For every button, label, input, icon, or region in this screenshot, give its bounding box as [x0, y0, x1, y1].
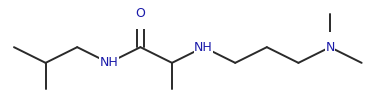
Text: N: N [325, 41, 335, 54]
FancyBboxPatch shape [325, 32, 335, 62]
Text: O: O [135, 7, 146, 20]
Text: NH: NH [194, 41, 213, 54]
FancyBboxPatch shape [194, 31, 214, 63]
FancyBboxPatch shape [135, 0, 146, 29]
Text: NH: NH [99, 56, 118, 69]
FancyBboxPatch shape [99, 47, 119, 79]
